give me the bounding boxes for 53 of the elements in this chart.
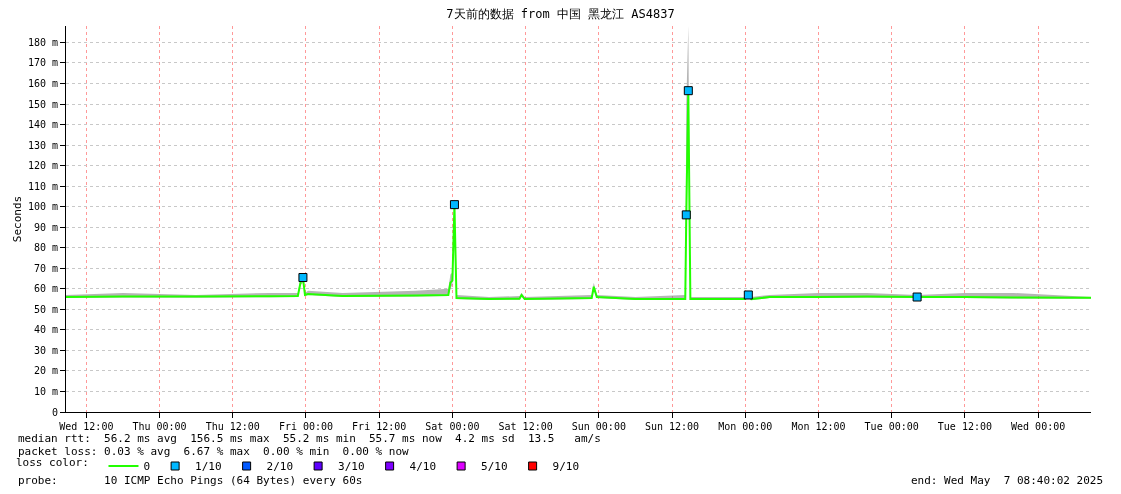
legend-label: 2/10 (266, 460, 294, 474)
text: median rtt: 56.2 ms avg 156.5 ms max 55.2 ms min 55.7 ms now 4.2 ms sd 13.5 am/s (18, 432, 601, 445)
y-tick-label: 40 m (33, 324, 58, 336)
legend-label: 9/10 (552, 460, 580, 474)
x-tick-label: Sat 00:00 (425, 421, 480, 432)
y-tick-label: 170 m (27, 57, 58, 69)
y-tick-label: 90 m (33, 221, 58, 233)
y-tick-label: 60 m (33, 283, 58, 295)
x-tick-label: Sun 12:00 (644, 421, 700, 432)
point (683, 86, 693, 96)
y-tick-label: 30 m (33, 344, 58, 356)
x-tick-label: Fri 00:00 (278, 421, 334, 432)
y-tick-label: 140 m (27, 119, 58, 131)
y-tick-label: 180 m (27, 36, 58, 48)
x-tick-label: Wed 12:00 (59, 421, 114, 432)
y-tick-label: 20 m (33, 365, 58, 377)
x-tick-label: Mon 12:00 (791, 421, 846, 432)
chart-title: 7天前的数据 from 中国 黑龙江 AS4837 (446, 7, 675, 22)
x-tick-label: Mon 00:00 (718, 421, 773, 432)
legend-label: 3/10 (338, 460, 365, 474)
text: packet loss: 0.03 % avg 6.67 % max 0.00 % min 0.00 % now (18, 445, 410, 458)
x-tick-label: Wed 00:00 (1011, 421, 1066, 432)
x-tick-label: Fri 12:00 (352, 421, 407, 432)
y-tick-label: 130 m (27, 139, 58, 151)
y-tick-label: 50 m (33, 303, 58, 315)
y-tick-label: 70 m (33, 262, 58, 274)
legend-label: 5/10 (481, 460, 508, 474)
text: probe: 10 ICMP Echo Pings (64 Bytes) every 60s (18, 474, 363, 487)
y-tick-label: 80 m (33, 242, 58, 254)
x-tick-label: Tue 00:00 (864, 421, 919, 432)
x-tick-label: Tue 12:00 (937, 421, 992, 432)
x-tick-label: Sun 00:00 (571, 421, 626, 432)
x-tick-label: Thu 12:00 (205, 421, 260, 432)
point (449, 200, 459, 210)
point (298, 273, 308, 283)
y-tick-label: 150 m (27, 98, 58, 110)
point (743, 290, 753, 300)
legend-label: 0 (143, 460, 151, 474)
y-tick-label: 0 (51, 406, 58, 418)
point (681, 210, 691, 220)
x-tick-label: Thu 00:00 (132, 421, 187, 432)
y-tick-label: 100 m (27, 201, 58, 213)
y-tick-label: 110 m (27, 180, 58, 192)
y-tick-label: 120 m (27, 160, 58, 172)
point (912, 292, 922, 302)
y-axis-title: Seconds (10, 195, 24, 243)
legend-title: loss color: (16, 455, 96, 469)
text: end: Wed May 7 08:40:02 2025 (911, 474, 1104, 487)
x-tick-label: Sat 12:00 (498, 421, 553, 432)
y-tick-label: 160 m (27, 77, 58, 89)
y-tick-label: 10 m (33, 385, 58, 397)
legend-label: 1/10 (195, 460, 222, 474)
legend-label: 4/10 (409, 460, 437, 474)
